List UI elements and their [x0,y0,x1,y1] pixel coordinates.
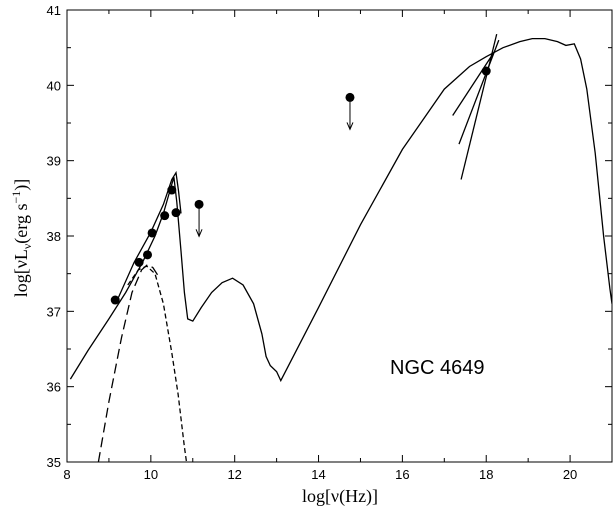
x-tick-label: 18 [479,467,493,482]
y-axis-label-sup: −1 [9,191,23,204]
axis-ticks: 8 10 12 14 16 18 20 35 36 37 38 39 40 41 [47,3,612,482]
y-axis-label-units: (erg s [11,204,32,244]
upper-limit [194,199,204,238]
data-point [142,250,152,260]
data-point [110,295,120,305]
y-axis-label-sub: ν [20,243,34,249]
y-tick-label: 40 [47,78,61,93]
upper-limit [345,92,355,131]
upper-limit-arrowhead [346,122,354,131]
data-point [171,208,181,218]
y-axis-label: log[νLν(erg s−1)] [9,179,34,298]
data-points [110,66,491,305]
data-point [481,66,491,76]
x-tick-label: 20 [563,467,577,482]
model-curves [69,33,612,462]
x-tick-label: 8 [63,467,70,482]
y-tick-label: 35 [47,455,61,470]
y-tick-label: 36 [47,380,61,395]
y-tick-label: 41 [47,3,61,18]
model-curve-3 [97,263,160,462]
x-tick-label: 12 [227,467,241,482]
data-point [134,257,144,267]
y-axis-label-main: log[νL [11,249,31,297]
model-curve-4 [127,265,188,462]
y-tick-label: 39 [47,154,61,169]
y-tick-label: 38 [47,229,61,244]
y-tick-label: 37 [47,304,61,319]
x-tick-label: 16 [395,467,409,482]
data-point [167,185,177,195]
model-curve-7 [452,51,496,116]
x-tick-label: 10 [144,467,158,482]
data-point [147,228,157,238]
upper-limit-arrowhead [195,229,203,238]
model-curve-2 [116,170,182,301]
model-curve-6 [458,39,500,145]
galaxy-label: NGC 4649 [390,357,485,379]
y-axis-label-close: )] [11,179,32,191]
model-curve-1 [69,37,612,383]
x-tick-label: 14 [311,467,325,482]
data-point [160,211,170,221]
upper-limits [194,92,355,238]
x-axis-label: log[ν(Hz)] [302,486,378,507]
